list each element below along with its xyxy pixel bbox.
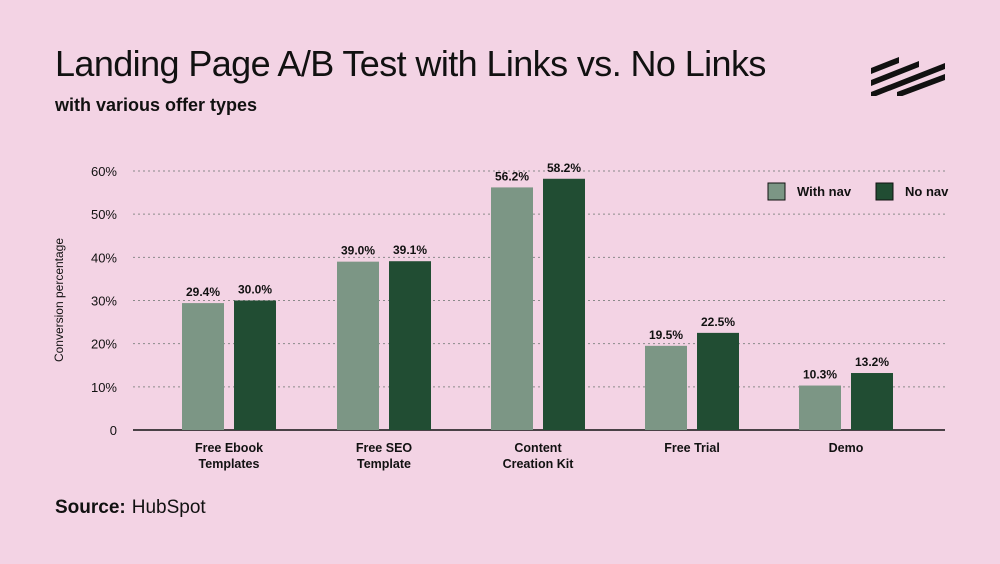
y-tick-label: 40% [91, 250, 117, 265]
source-value: HubSpot [131, 497, 206, 518]
y-tick-label: 0 [110, 423, 117, 438]
legend-label: With nav [797, 184, 852, 199]
x-tick-label: Creation Kit [503, 457, 575, 471]
x-tick-label: Free Trial [664, 441, 720, 455]
x-tick-label: Content [514, 441, 562, 455]
bar-with-nav [645, 345, 687, 430]
bar-with-nav [337, 261, 379, 430]
chart-subtitle: with various offer types [55, 95, 258, 115]
x-tick-label: Templates [199, 457, 260, 471]
x-tick-label: Free Ebook [195, 441, 263, 455]
bar-with-nav [799, 385, 841, 430]
y-tick-label: 50% [91, 207, 117, 222]
y-tick-label: 20% [91, 337, 117, 352]
x-tick-label: Template [357, 457, 411, 471]
data-label: 22.5% [701, 315, 735, 329]
y-tick-label: 60% [91, 164, 117, 179]
legend-swatch-with-nav [767, 182, 786, 201]
y-axis-title: Conversion percentage [52, 238, 66, 362]
data-label: 56.2% [495, 169, 529, 183]
bar-with-nav [491, 187, 533, 430]
data-label: 30.0% [238, 283, 272, 297]
data-label: 13.2% [855, 355, 889, 369]
data-label: 19.5% [649, 328, 683, 342]
bar-no-nav [234, 300, 276, 430]
bar-no-nav [389, 261, 431, 430]
legend-swatch-no-nav [875, 182, 894, 201]
bar-no-nav [851, 373, 893, 430]
y-tick-label: 10% [91, 380, 117, 395]
source-label: Source: [55, 497, 126, 518]
data-label: 58.2% [547, 161, 581, 175]
chart-title: Landing Page A/B Test with Links vs. No … [55, 43, 766, 84]
data-label: 39.1% [393, 243, 427, 257]
bar-with-nav [182, 303, 224, 430]
bar-no-nav [543, 178, 585, 430]
data-label: 29.4% [186, 285, 220, 299]
data-label: 39.0% [341, 244, 375, 258]
source-note: Source: HubSpot [55, 498, 206, 517]
brand-stripes-logo-icon [871, 57, 945, 96]
bar-no-nav [697, 332, 739, 430]
y-tick-label: 30% [91, 294, 117, 309]
legend-label: No nav [905, 184, 949, 199]
data-label: 10.3% [803, 368, 837, 382]
x-tick-label: Free SEO [356, 441, 413, 455]
x-tick-label: Demo [829, 441, 864, 455]
